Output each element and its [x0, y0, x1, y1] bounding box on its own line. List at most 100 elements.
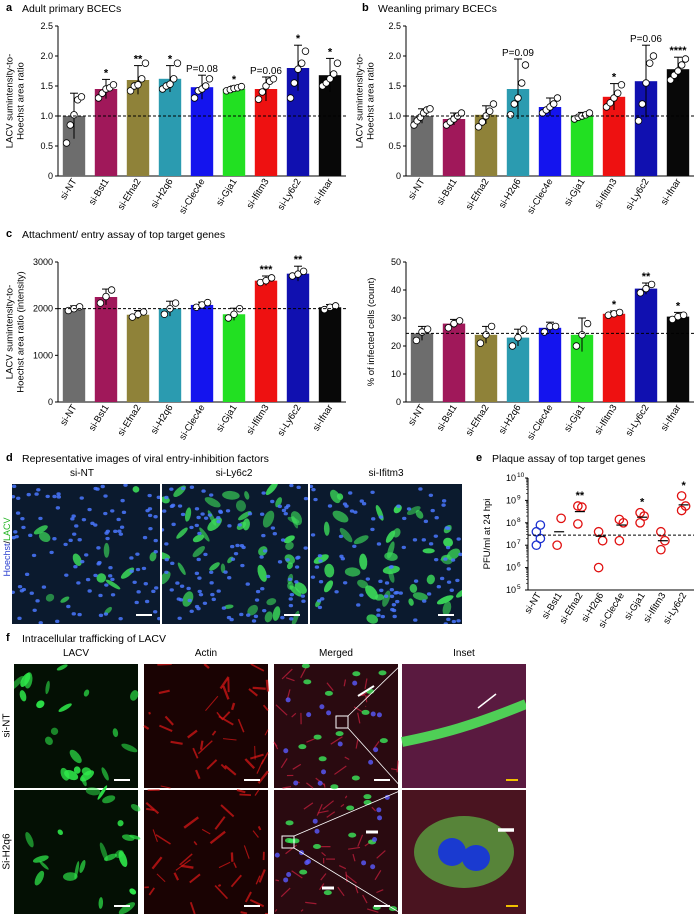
- nucleus: [317, 554, 323, 558]
- nucleus: [93, 486, 98, 491]
- y-axis-label-text: PFU/ml at 24 hpi: [482, 499, 493, 570]
- y-tick-label: 0: [48, 171, 53, 181]
- y-tick-label: 30: [391, 313, 401, 323]
- infected-cell: [415, 509, 424, 519]
- bar-si-H2q6: [158, 308, 182, 402]
- nucleus: [136, 590, 141, 594]
- data-point: [267, 274, 276, 282]
- x-tick-group: si-NT: [58, 403, 79, 428]
- nucleus: [134, 600, 139, 605]
- y-tick-label: 0.5: [40, 141, 53, 151]
- nucleus: [66, 604, 71, 609]
- infected-cell: [162, 571, 171, 585]
- y-tick-label: 1.0: [388, 111, 401, 121]
- actin-fiber: [170, 740, 183, 745]
- nucleus: [153, 538, 158, 543]
- nucleus: [314, 565, 320, 569]
- x-tick-group: si-H2q6: [149, 177, 176, 211]
- bar-si-Ly6c2: [634, 288, 658, 402]
- merged-actin: [300, 909, 304, 912]
- infected-cell: [266, 598, 277, 606]
- panel-b-title: Weanling primary BCECs: [378, 3, 497, 15]
- lacv-signal: [98, 897, 104, 909]
- infected-cell: [265, 484, 279, 496]
- x-tick-group: si-NT: [58, 177, 79, 202]
- merged-lacv: [324, 690, 333, 696]
- nucleus: [294, 580, 299, 584]
- nucleus: [13, 530, 18, 534]
- nucleus: [77, 612, 82, 617]
- infected-cell: [290, 511, 303, 526]
- nucleus: [216, 516, 221, 520]
- merged-nucleus: [319, 704, 325, 710]
- infected-cell: [353, 535, 369, 545]
- x-tick-label: si-NT: [406, 177, 427, 202]
- merged-lacv: [378, 670, 387, 676]
- y-tick-exponent: 5: [517, 584, 521, 591]
- d-label-si-nt: si-NT: [70, 468, 94, 479]
- infected-cell: [357, 579, 369, 589]
- data-point: [521, 61, 530, 69]
- actin-fiber: [181, 864, 194, 869]
- nucleus: [135, 552, 140, 556]
- merged-lacv: [303, 679, 312, 685]
- nucleus: [296, 485, 301, 490]
- nucleus: [327, 504, 333, 508]
- nucleus: [145, 508, 150, 513]
- bar-si-Ifnar: [666, 69, 690, 176]
- merged-actin: [376, 889, 384, 894]
- nucleus: [194, 604, 200, 609]
- nucleus: [239, 543, 245, 548]
- actin-fiber: [220, 804, 235, 818]
- cells-si-ly6c2: [162, 484, 308, 624]
- bar-si-Gja1: [222, 314, 246, 402]
- nucleus: [180, 486, 186, 491]
- actin-fiber: [220, 763, 227, 770]
- actin-fiber: [250, 664, 265, 672]
- nucleus: [79, 496, 84, 500]
- infected-cell: [220, 563, 226, 574]
- data-point: [160, 310, 169, 318]
- nucleus: [289, 592, 295, 597]
- nucleus: [98, 593, 103, 598]
- nucleus: [450, 558, 456, 562]
- actin-fiber: [218, 715, 234, 726]
- data-point: [552, 540, 562, 551]
- nucleus: [272, 531, 278, 536]
- merged-lacv: [330, 784, 339, 790]
- infected-cell: [182, 591, 194, 607]
- f-col-actin: Actin: [194, 648, 218, 659]
- x-tick-label: si-Bst1: [87, 403, 112, 433]
- bar-si-NT: [62, 116, 86, 176]
- nucleus: [359, 499, 364, 503]
- nucleus: [446, 580, 452, 584]
- infected-cell: [242, 518, 250, 531]
- data-point: [294, 65, 302, 73]
- significance-label: *: [640, 497, 645, 509]
- bar-si-Bst1: [94, 297, 118, 402]
- infected-cell: [103, 542, 110, 558]
- lacv-signal: [112, 728, 119, 738]
- nucleus: [347, 491, 353, 495]
- nucleus: [300, 594, 306, 598]
- merged-actin: [316, 803, 323, 816]
- x-tick-label: si-NT: [523, 591, 544, 616]
- nucleus: [401, 545, 407, 550]
- nucleus: [203, 552, 208, 557]
- nucleus: [180, 512, 186, 517]
- chart-c1: 0 1000 2000 3000 LACV sumintensity-to- Hoechs…: [5, 254, 346, 442]
- bar-si-Efna2: [474, 114, 498, 176]
- data-point: [506, 111, 515, 119]
- nucleus: [270, 499, 275, 504]
- data-point: [646, 59, 654, 67]
- lacv-signal: [45, 680, 50, 695]
- actin-fiber: [205, 695, 219, 712]
- nucleus: [389, 594, 395, 599]
- nucleus: [154, 586, 159, 590]
- nucleus: [197, 589, 202, 594]
- nucleus: [38, 516, 43, 521]
- nucleus: [178, 598, 184, 602]
- merged-nucleus: [370, 711, 376, 717]
- data-point: [455, 317, 464, 325]
- actin-fiber: [201, 828, 211, 835]
